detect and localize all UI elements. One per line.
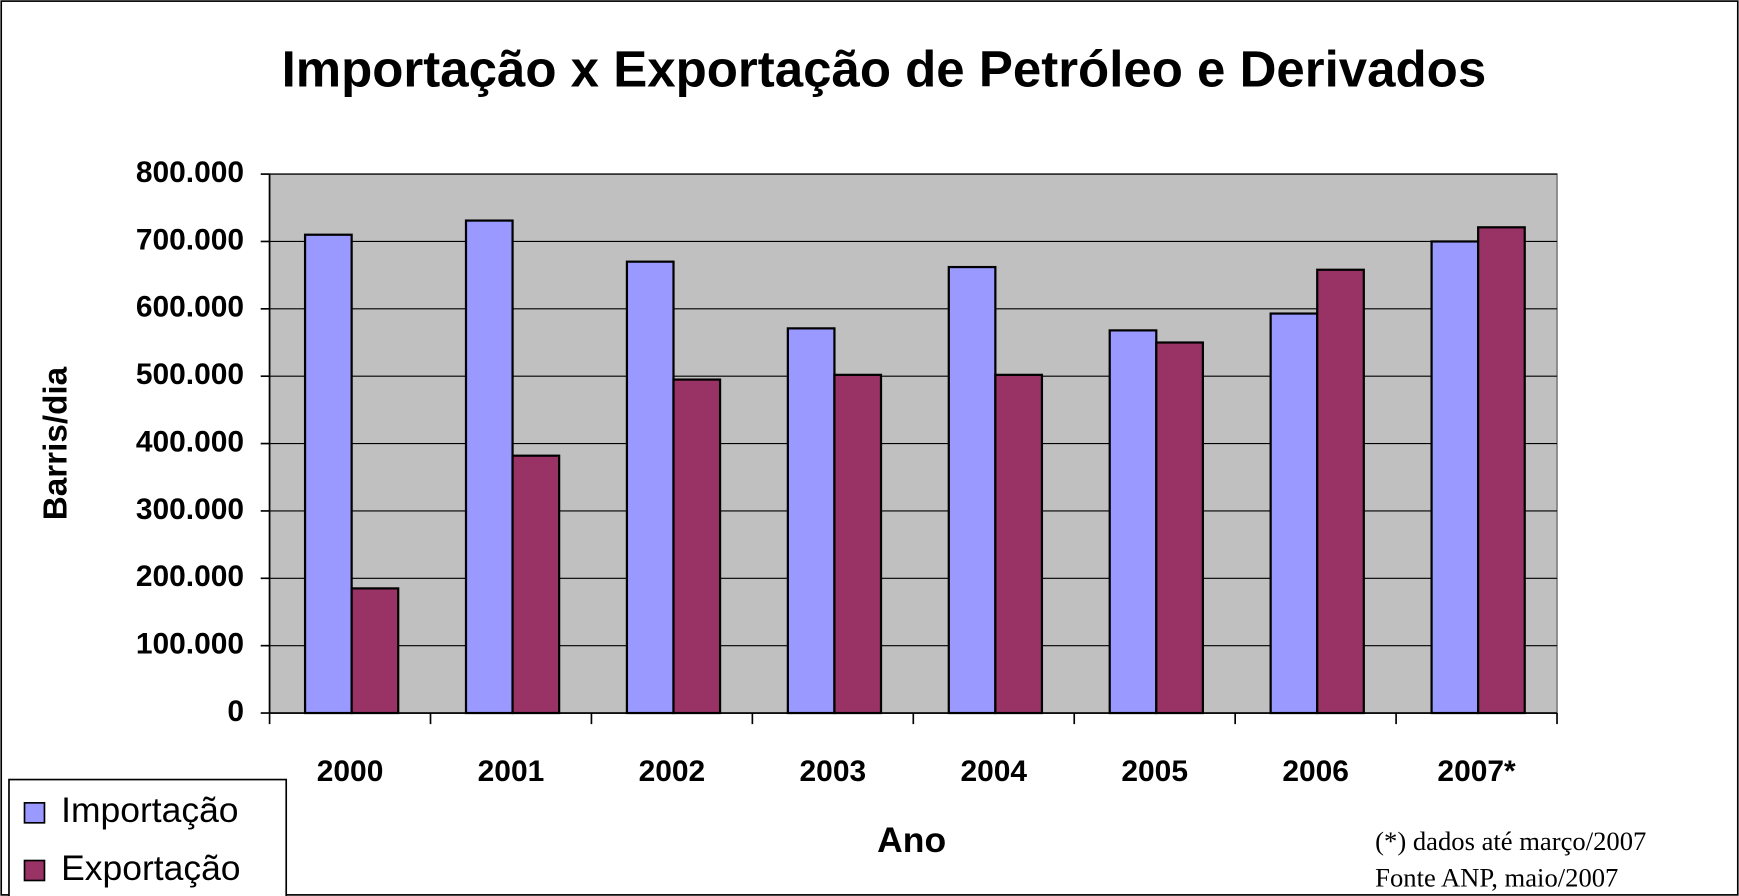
y-tick-label: 300.000 xyxy=(136,493,244,526)
bar xyxy=(672,378,722,715)
x-tick-label: 2000 xyxy=(317,755,384,788)
bar xyxy=(1316,268,1365,715)
y-tick-label: 400.000 xyxy=(136,425,244,458)
y-tick-label: 800.000 xyxy=(136,156,244,189)
bar xyxy=(350,587,400,715)
bar xyxy=(1430,240,1480,715)
bar xyxy=(511,454,561,715)
legend xyxy=(8,778,288,896)
legend-swatch xyxy=(23,859,46,882)
y-tick-label: 100.000 xyxy=(136,628,244,661)
footnote: Fonte ANP, maio/2007 xyxy=(1375,863,1618,893)
bar xyxy=(833,373,883,715)
bar xyxy=(1155,341,1204,715)
legend-label: Exportação xyxy=(61,848,240,888)
chart-title: Importação x Exportação de Petróleo e De… xyxy=(282,41,1487,98)
bar xyxy=(1108,329,1158,715)
x-tick-label: 2007* xyxy=(1437,755,1516,788)
x-tick-label: 2002 xyxy=(639,755,706,788)
y-tick-label: 0 xyxy=(227,695,244,728)
y-tick-label: 200.000 xyxy=(136,560,244,593)
bar xyxy=(994,373,1044,715)
y-axis-label: Barris/dia xyxy=(38,366,75,520)
legend-label: Importação xyxy=(61,790,238,830)
bar xyxy=(1269,312,1319,715)
bar xyxy=(464,219,514,715)
bar xyxy=(625,260,675,715)
x-axis-label: Ano xyxy=(877,820,946,860)
y-tick-label: 500.000 xyxy=(136,358,244,391)
x-tick-label: 2001 xyxy=(478,755,545,788)
y-tick-label: 600.000 xyxy=(136,291,244,324)
x-tick-label: 2005 xyxy=(1121,755,1188,788)
bar xyxy=(303,233,353,715)
legend-swatch xyxy=(23,802,46,824)
y-tick-label: 700.000 xyxy=(136,223,244,256)
x-tick-label: 2004 xyxy=(960,755,1027,788)
bar xyxy=(1477,226,1526,715)
x-tick-label: 2006 xyxy=(1282,755,1349,788)
bar xyxy=(786,327,836,715)
x-tick-label: 2003 xyxy=(800,755,867,788)
footnote: (*) dados até março/2007 xyxy=(1375,826,1646,856)
bar xyxy=(947,265,997,715)
